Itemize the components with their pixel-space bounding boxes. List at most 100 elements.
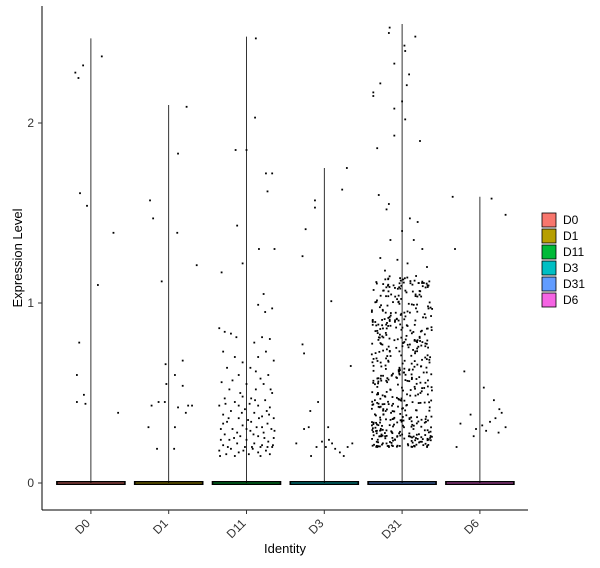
data-point [400, 284, 403, 287]
data-point [431, 389, 433, 392]
data-point [377, 382, 379, 385]
data-point [426, 445, 429, 447]
data-point [403, 367, 406, 370]
data-point [400, 328, 403, 331]
data-point [382, 349, 385, 352]
data-point [407, 302, 410, 305]
data-point [409, 280, 412, 282]
data-point [222, 444, 225, 447]
data-point [231, 428, 234, 430]
data-point [380, 343, 383, 345]
data-point [419, 140, 421, 142]
data-point [387, 345, 390, 348]
data-point [423, 421, 426, 424]
data-point [372, 381, 375, 384]
data-point [176, 231, 179, 234]
data-point [385, 357, 387, 360]
data-point [396, 298, 398, 301]
data-point [230, 447, 232, 450]
data-point [375, 301, 378, 303]
data-point [406, 379, 409, 382]
data-point [431, 308, 434, 310]
data-point [416, 416, 418, 419]
data-point [414, 319, 417, 322]
data-point [391, 445, 394, 447]
data-point [253, 341, 256, 344]
data-point [381, 428, 384, 431]
data-point [220, 381, 223, 384]
data-point [399, 369, 401, 372]
data-point [379, 427, 382, 430]
data-point [223, 330, 226, 333]
data-point [378, 435, 381, 438]
data-point [482, 386, 485, 389]
data-point [423, 429, 426, 432]
data-point [79, 192, 81, 195]
data-point [402, 281, 405, 284]
data-point [417, 345, 420, 348]
data-point [404, 338, 407, 341]
data-point [388, 26, 391, 29]
data-point [265, 172, 267, 175]
data-point [419, 401, 422, 404]
data-point [237, 374, 240, 376]
data-point [410, 303, 413, 306]
data-point [174, 374, 176, 376]
data-point [255, 426, 258, 429]
data-point [424, 342, 427, 345]
data-point [258, 417, 260, 420]
data-point [421, 248, 424, 250]
data-point [429, 306, 432, 309]
data-point [414, 394, 417, 397]
data-point [388, 337, 391, 340]
data-point [382, 336, 385, 339]
data-point [380, 435, 383, 438]
data-point [152, 217, 155, 220]
data-point [490, 197, 493, 200]
data-point [419, 340, 421, 342]
data-point [410, 362, 413, 365]
data-point [410, 354, 413, 357]
data-point [376, 332, 379, 334]
data-point [425, 358, 428, 361]
data-point [338, 451, 341, 454]
data-point [381, 403, 384, 406]
data-point [324, 446, 327, 448]
data-point [270, 428, 273, 430]
data-point [403, 311, 406, 314]
data-point [498, 408, 501, 411]
data-point [254, 116, 256, 119]
data-point [411, 376, 413, 379]
data-point [266, 446, 269, 448]
data-point [375, 281, 378, 283]
data-point [385, 442, 388, 445]
data-point [264, 311, 267, 313]
data-point [424, 434, 427, 436]
data-point [379, 418, 382, 421]
y-axis-title: Expression Level [10, 208, 25, 307]
data-point [376, 423, 378, 426]
data-point [230, 332, 232, 335]
data-point [254, 388, 257, 391]
data-point [419, 381, 422, 384]
data-point [391, 396, 394, 398]
data-point [394, 287, 396, 289]
data-point [422, 316, 424, 319]
data-point [345, 167, 348, 169]
data-point [415, 378, 418, 380]
data-point [377, 393, 380, 396]
data-point [428, 406, 431, 409]
data-point [425, 366, 428, 369]
data-point [408, 418, 411, 420]
data-point [382, 289, 385, 292]
data-point [429, 430, 432, 433]
data-point [328, 438, 330, 441]
data-point [245, 438, 248, 441]
data-point [379, 405, 382, 408]
data-point [385, 434, 388, 437]
data-point [391, 432, 394, 435]
data-point [372, 431, 375, 433]
data-point [425, 371, 428, 374]
data-point [469, 413, 472, 416]
data-point [410, 425, 413, 428]
